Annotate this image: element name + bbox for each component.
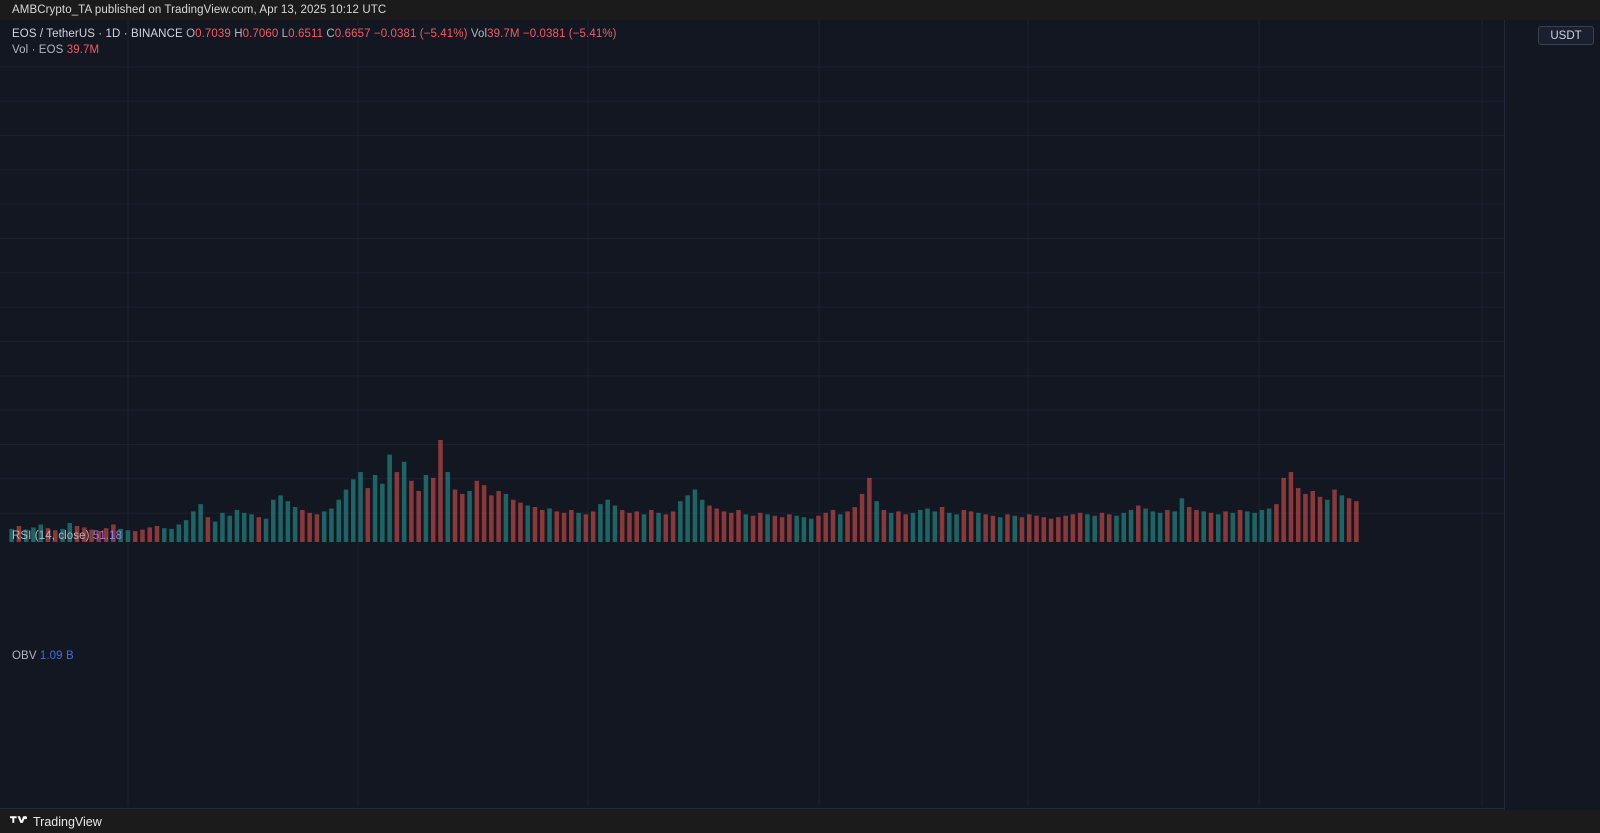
price-axis[interactable]: USDT bbox=[1504, 20, 1600, 810]
time-axis[interactable] bbox=[0, 808, 1504, 830]
open-value: 0.7039 bbox=[195, 28, 231, 40]
volume-legend[interactable]: Vol · EOS 39.7M bbox=[12, 44, 99, 56]
volume-label: Vol bbox=[470, 28, 488, 40]
close-label: C bbox=[326, 28, 335, 40]
symbol-label[interactable]: EOS / TetherUS · 1D · BINANCE bbox=[12, 28, 183, 40]
volume-series-label: Vol · EOS bbox=[12, 44, 64, 56]
rsi-value: 51.18 bbox=[92, 530, 123, 542]
rsi-legend[interactable]: RSI (14, close) 51.18 bbox=[12, 530, 122, 542]
brand-bar: TradingView bbox=[0, 810, 1600, 833]
chart-canvas[interactable] bbox=[0, 20, 1504, 810]
volume-change: −0.0381 (−5.41%) bbox=[522, 28, 617, 40]
change-value: −0.0381 (−5.41%) bbox=[373, 28, 468, 40]
high-value: 0.7060 bbox=[242, 28, 279, 40]
low-value: 0.6511 bbox=[288, 28, 324, 40]
obv-legend[interactable]: OBV 1.09 B bbox=[12, 650, 74, 662]
obv-value: 1.09 B bbox=[39, 650, 74, 662]
chart-frame[interactable]: EOS / TetherUS · 1D · BINANCE O0.7039 H0… bbox=[0, 20, 1600, 830]
tradingview-logo-icon bbox=[10, 816, 27, 823]
rsi-label: RSI (14, close) bbox=[12, 530, 90, 542]
currency-badge[interactable]: USDT bbox=[1538, 26, 1594, 45]
open-label: O bbox=[186, 28, 196, 40]
low-label: L bbox=[281, 28, 289, 40]
symbol-legend[interactable]: EOS / TetherUS · 1D · BINANCE O0.7039 H0… bbox=[12, 28, 617, 40]
obv-label: OBV bbox=[12, 650, 37, 662]
close-value: 0.6657 bbox=[334, 28, 371, 40]
attribution-bar: AMBCrypto_TA published on TradingView.co… bbox=[0, 0, 1600, 20]
volume-series-value: 39.7M bbox=[66, 44, 100, 56]
high-label: H bbox=[234, 28, 243, 40]
volume-value: 39.7M bbox=[487, 28, 520, 40]
attribution-text: AMBCrypto_TA published on TradingView.co… bbox=[12, 4, 387, 16]
brand-name: TradingView bbox=[33, 814, 102, 829]
